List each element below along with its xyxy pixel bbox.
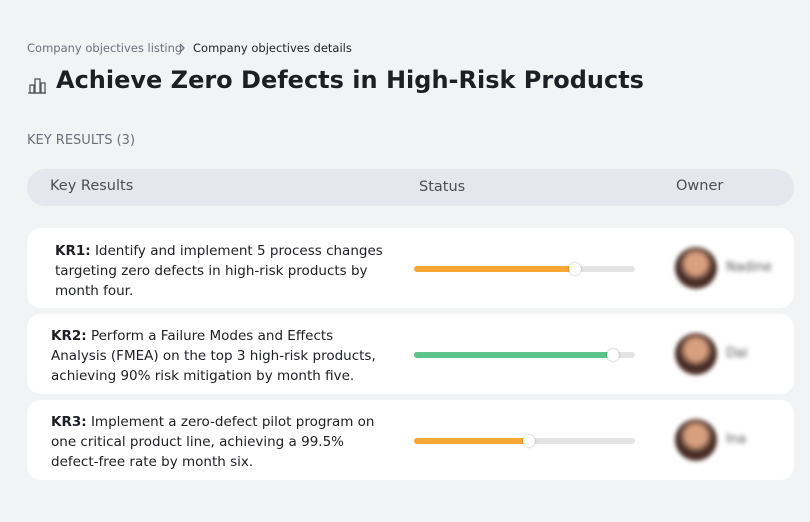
key-result-text: KR2: Perform a Failure Modes and Effects… bbox=[51, 326, 381, 386]
title-icon bbox=[28, 78, 46, 94]
key-result-text: KR1: Identify and implement 5 process ch… bbox=[55, 241, 385, 301]
key-result-label: KR3: bbox=[51, 414, 87, 430]
key-result-card: KR3: Implement a zero-defect pilot progr… bbox=[27, 400, 794, 480]
key-result-text: KR3: Implement a zero-defect pilot progr… bbox=[51, 412, 381, 472]
progress-fill bbox=[414, 266, 576, 272]
column-header: Owner bbox=[676, 178, 724, 194]
progress-track bbox=[414, 263, 635, 275]
owner-name: Dai bbox=[726, 346, 748, 361]
progress-knob bbox=[522, 435, 535, 447]
page-title: Achieve Zero Defects in High-Risk Produc… bbox=[56, 66, 644, 94]
owner-avatar bbox=[675, 419, 717, 461]
key-result-description: Perform a Failure Modes and Effects Anal… bbox=[51, 328, 376, 384]
key-result-description: Implement a zero-defect pilot program on… bbox=[51, 414, 375, 470]
owner-name: Ina bbox=[726, 432, 747, 447]
progress-track bbox=[414, 435, 635, 447]
key-result-description: Identify and implement 5 process changes… bbox=[55, 243, 383, 299]
breadcrumb-current: Company objectives details bbox=[193, 41, 352, 55]
progress-knob bbox=[606, 349, 619, 361]
progress-knob bbox=[569, 263, 582, 275]
progress-fill bbox=[414, 438, 529, 444]
key-result-card: KR1: Identify and implement 5 process ch… bbox=[27, 228, 794, 308]
owner-avatar bbox=[675, 247, 717, 289]
progress-fill bbox=[414, 352, 613, 358]
section-label: KEY RESULTS (3) bbox=[27, 133, 136, 148]
key-result-card: KR2: Perform a Failure Modes and Effects… bbox=[27, 314, 794, 394]
progress-track bbox=[414, 349, 635, 361]
key-result-label: KR1: bbox=[55, 243, 91, 259]
column-header: Status bbox=[419, 179, 466, 195]
key-result-label: KR2: bbox=[51, 328, 87, 344]
breadcrumb-chevron bbox=[179, 43, 185, 53]
column-header: Key Results bbox=[50, 178, 134, 194]
owner-avatar bbox=[675, 333, 717, 375]
table-header: Key Results Status Owner bbox=[27, 169, 794, 206]
owner-name: Nadine bbox=[726, 260, 772, 275]
breadcrumb-link[interactable]: Company objectives listing bbox=[27, 41, 183, 55]
